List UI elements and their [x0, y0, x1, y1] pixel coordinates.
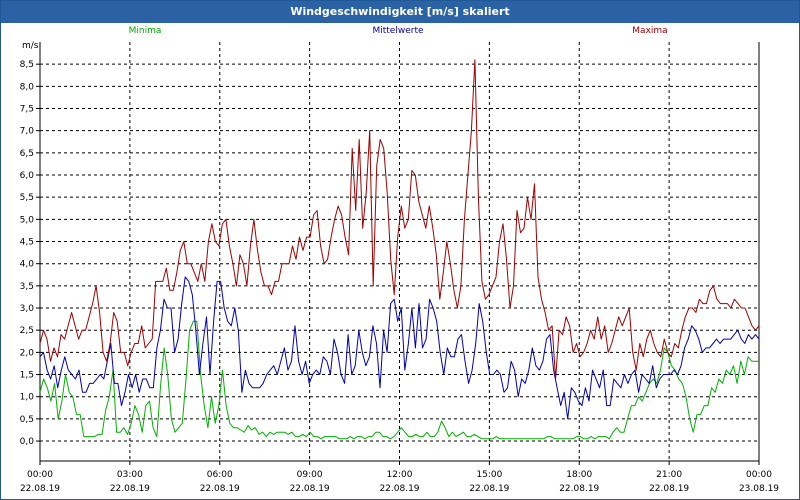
y-axis-unit-label: m/s [22, 41, 39, 51]
x-tick-date: 22.08.19 [469, 484, 509, 494]
y-tick-label: 1,0 [20, 393, 35, 403]
x-tick-date: 22.08.19 [559, 484, 599, 494]
y-tick-label: 7,0 [20, 127, 35, 137]
axes [36, 42, 760, 465]
y-tick-label: 6,0 [20, 171, 35, 181]
x-tick-time: 21:00 [656, 470, 682, 480]
x-tick-time: 03:00 [117, 470, 143, 480]
x-tick-date: 22.08.19 [110, 484, 150, 494]
x-tick-time: 18:00 [566, 470, 592, 480]
x-tick-date: 22.08.19 [290, 484, 330, 494]
y-tick-label: 2,0 [20, 348, 35, 358]
y-tick-label: 4,0 [20, 260, 35, 270]
y-tick-label: 4,5 [20, 238, 34, 248]
x-tick-date: 22.08.19 [379, 484, 419, 494]
grid [40, 42, 759, 461]
y-tick-label: 0,0 [20, 437, 35, 447]
legend-minima: Minima [129, 26, 162, 36]
x-tick-time: 00:00 [27, 470, 53, 480]
x-tick-time: 06:00 [207, 470, 233, 480]
legend-mittelwerte: Mittelwerte [372, 26, 423, 36]
y-tick-label: 5,0 [20, 215, 35, 225]
x-tick-date: 22.08.19 [200, 484, 240, 494]
y-tick-label: 3,0 [20, 304, 35, 314]
y-tick-labels: 0,0 0,5 1,0 1,5 2,0 2,5 3,0 3,5 4,0 4,5 5,0 5,5 6,0 6… [20, 60, 35, 447]
x-tick-date: 22.08.19 [649, 484, 689, 494]
series-line-mittelwerte [39, 276, 760, 420]
x-tick-labels: 00:00 22.08.19 03:00 22.08.19 06:00 22.08.19 0… [20, 470, 779, 494]
x-tick-date: 22.08.19 [20, 484, 60, 494]
x-tick-time: 12:00 [387, 470, 413, 480]
y-tick-label: 8,0 [20, 82, 35, 92]
x-tick-time: 09:00 [297, 470, 323, 480]
y-tick-label: 5,5 [20, 193, 34, 203]
legend-maxima: Maxima [632, 26, 667, 36]
y-tick-label: 3,5 [20, 282, 34, 292]
series-lines [39, 59, 760, 440]
series-line-maxima [39, 59, 760, 380]
y-tick-label: 8,5 [20, 60, 34, 70]
y-tick-label: 6,5 [20, 149, 34, 159]
y-tick-label: 2,5 [20, 326, 34, 336]
y-tick-label: 7,5 [20, 105, 34, 115]
x-tick-time: 15:00 [476, 470, 502, 480]
x-tick-time: 00:00 [746, 470, 772, 480]
series-line-minima [39, 320, 759, 440]
x-tick-date: 23.08.19 [739, 484, 779, 494]
y-tick-label: 0,5 [20, 415, 34, 425]
chart-title: Windgeschwindigkeit [m/s] skaliert [1, 1, 799, 23]
y-tick-label: 1,5 [20, 371, 34, 381]
